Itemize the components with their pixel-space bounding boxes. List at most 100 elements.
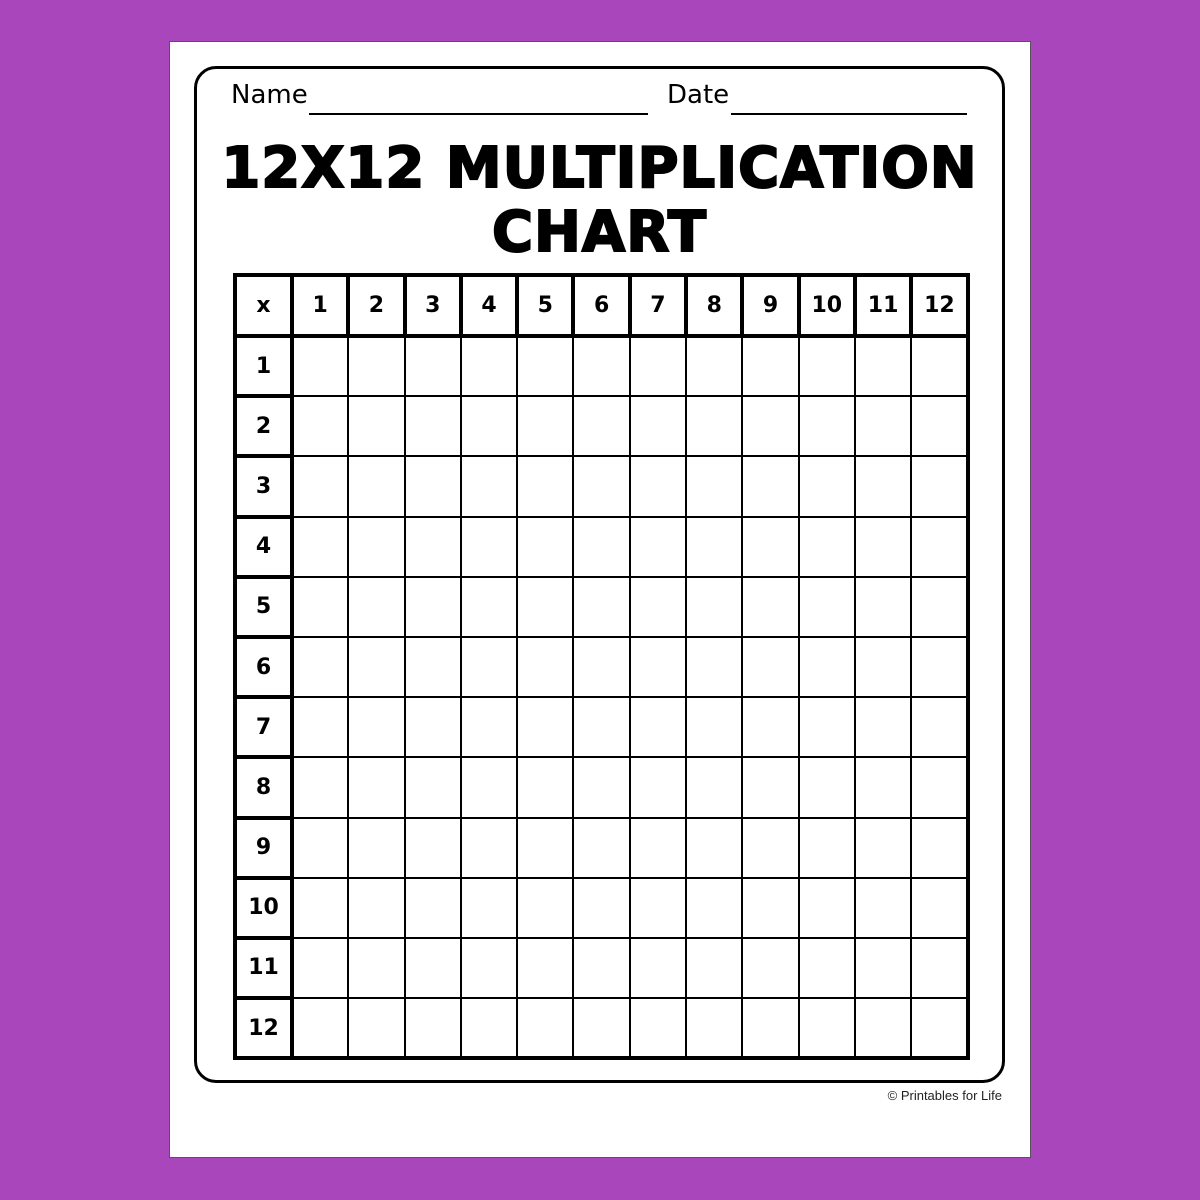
answer-cell[interactable] <box>403 997 462 1060</box>
answer-cell[interactable] <box>347 756 406 819</box>
answer-cell[interactable] <box>516 756 575 819</box>
answer-cell[interactable] <box>516 334 575 398</box>
answer-cell[interactable] <box>853 635 913 699</box>
answer-cell[interactable] <box>853 334 913 398</box>
answer-cell[interactable] <box>797 756 856 819</box>
answer-cell[interactable] <box>290 395 350 458</box>
answer-cell[interactable] <box>403 635 462 699</box>
answer-cell[interactable] <box>685 395 744 458</box>
answer-cell[interactable] <box>516 816 575 879</box>
answer-cell[interactable] <box>910 756 969 819</box>
answer-cell[interactable] <box>572 936 631 1000</box>
answer-cell[interactable] <box>290 696 350 759</box>
answer-cell[interactable] <box>572 395 631 458</box>
answer-cell[interactable] <box>628 334 688 398</box>
answer-cell[interactable] <box>628 575 688 638</box>
answer-cell[interactable] <box>459 876 519 939</box>
answer-cell[interactable] <box>403 696 462 759</box>
answer-cell[interactable] <box>290 515 350 578</box>
answer-cell[interactable] <box>516 696 575 759</box>
answer-cell[interactable] <box>459 936 519 1000</box>
answer-cell[interactable] <box>685 997 744 1060</box>
answer-cell[interactable] <box>741 997 800 1060</box>
answer-cell[interactable] <box>459 756 519 819</box>
answer-cell[interactable] <box>290 635 350 699</box>
answer-cell[interactable] <box>459 395 519 458</box>
answer-cell[interactable] <box>741 936 800 1000</box>
answer-cell[interactable] <box>290 455 350 518</box>
answer-cell[interactable] <box>910 997 969 1060</box>
answer-cell[interactable] <box>628 395 688 458</box>
answer-cell[interactable] <box>797 696 856 759</box>
answer-cell[interactable] <box>741 876 800 939</box>
answer-cell[interactable] <box>459 334 519 398</box>
answer-cell[interactable] <box>347 575 406 638</box>
answer-cell[interactable] <box>572 816 631 879</box>
answer-cell[interactable] <box>290 936 350 1000</box>
answer-cell[interactable] <box>853 455 913 518</box>
answer-cell[interactable] <box>516 635 575 699</box>
answer-cell[interactable] <box>628 756 688 819</box>
answer-cell[interactable] <box>459 696 519 759</box>
answer-cell[interactable] <box>853 575 913 638</box>
answer-cell[interactable] <box>347 997 406 1060</box>
answer-cell[interactable] <box>516 395 575 458</box>
answer-cell[interactable] <box>459 575 519 638</box>
answer-cell[interactable] <box>741 696 800 759</box>
answer-cell[interactable] <box>797 395 856 458</box>
answer-cell[interactable] <box>516 936 575 1000</box>
answer-cell[interactable] <box>910 696 969 759</box>
answer-cell[interactable] <box>685 696 744 759</box>
answer-cell[interactable] <box>797 575 856 638</box>
answer-cell[interactable] <box>741 515 800 578</box>
answer-cell[interactable] <box>459 816 519 879</box>
answer-cell[interactable] <box>910 635 969 699</box>
answer-cell[interactable] <box>403 455 462 518</box>
answer-cell[interactable] <box>628 997 688 1060</box>
answer-cell[interactable] <box>741 756 800 819</box>
answer-cell[interactable] <box>853 515 913 578</box>
answer-cell[interactable] <box>628 936 688 1000</box>
answer-cell[interactable] <box>347 936 406 1000</box>
answer-cell[interactable] <box>459 997 519 1060</box>
answer-cell[interactable] <box>685 635 744 699</box>
answer-cell[interactable] <box>572 876 631 939</box>
answer-cell[interactable] <box>459 635 519 699</box>
answer-cell[interactable] <box>347 816 406 879</box>
answer-cell[interactable] <box>685 756 744 819</box>
answer-cell[interactable] <box>797 455 856 518</box>
answer-cell[interactable] <box>685 334 744 398</box>
answer-cell[interactable] <box>910 515 969 578</box>
answer-cell[interactable] <box>910 575 969 638</box>
answer-cell[interactable] <box>797 334 856 398</box>
answer-cell[interactable] <box>741 455 800 518</box>
answer-cell[interactable] <box>290 756 350 819</box>
answer-cell[interactable] <box>628 696 688 759</box>
answer-cell[interactable] <box>628 635 688 699</box>
answer-cell[interactable] <box>741 816 800 879</box>
name-field-line[interactable] <box>309 113 648 115</box>
answer-cell[interactable] <box>403 575 462 638</box>
date-field-line[interactable] <box>731 113 967 115</box>
answer-cell[interactable] <box>853 876 913 939</box>
answer-cell[interactable] <box>572 696 631 759</box>
answer-cell[interactable] <box>347 635 406 699</box>
answer-cell[interactable] <box>403 816 462 879</box>
answer-cell[interactable] <box>403 515 462 578</box>
answer-cell[interactable] <box>797 515 856 578</box>
answer-cell[interactable] <box>685 575 744 638</box>
answer-cell[interactable] <box>685 455 744 518</box>
answer-cell[interactable] <box>797 816 856 879</box>
answer-cell[interactable] <box>347 876 406 939</box>
answer-cell[interactable] <box>403 876 462 939</box>
answer-cell[interactable] <box>516 575 575 638</box>
answer-cell[interactable] <box>910 395 969 458</box>
answer-cell[interactable] <box>516 876 575 939</box>
answer-cell[interactable] <box>797 635 856 699</box>
answer-cell[interactable] <box>628 455 688 518</box>
answer-cell[interactable] <box>516 515 575 578</box>
answer-cell[interactable] <box>516 455 575 518</box>
answer-cell[interactable] <box>797 876 856 939</box>
answer-cell[interactable] <box>797 936 856 1000</box>
answer-cell[interactable] <box>403 936 462 1000</box>
